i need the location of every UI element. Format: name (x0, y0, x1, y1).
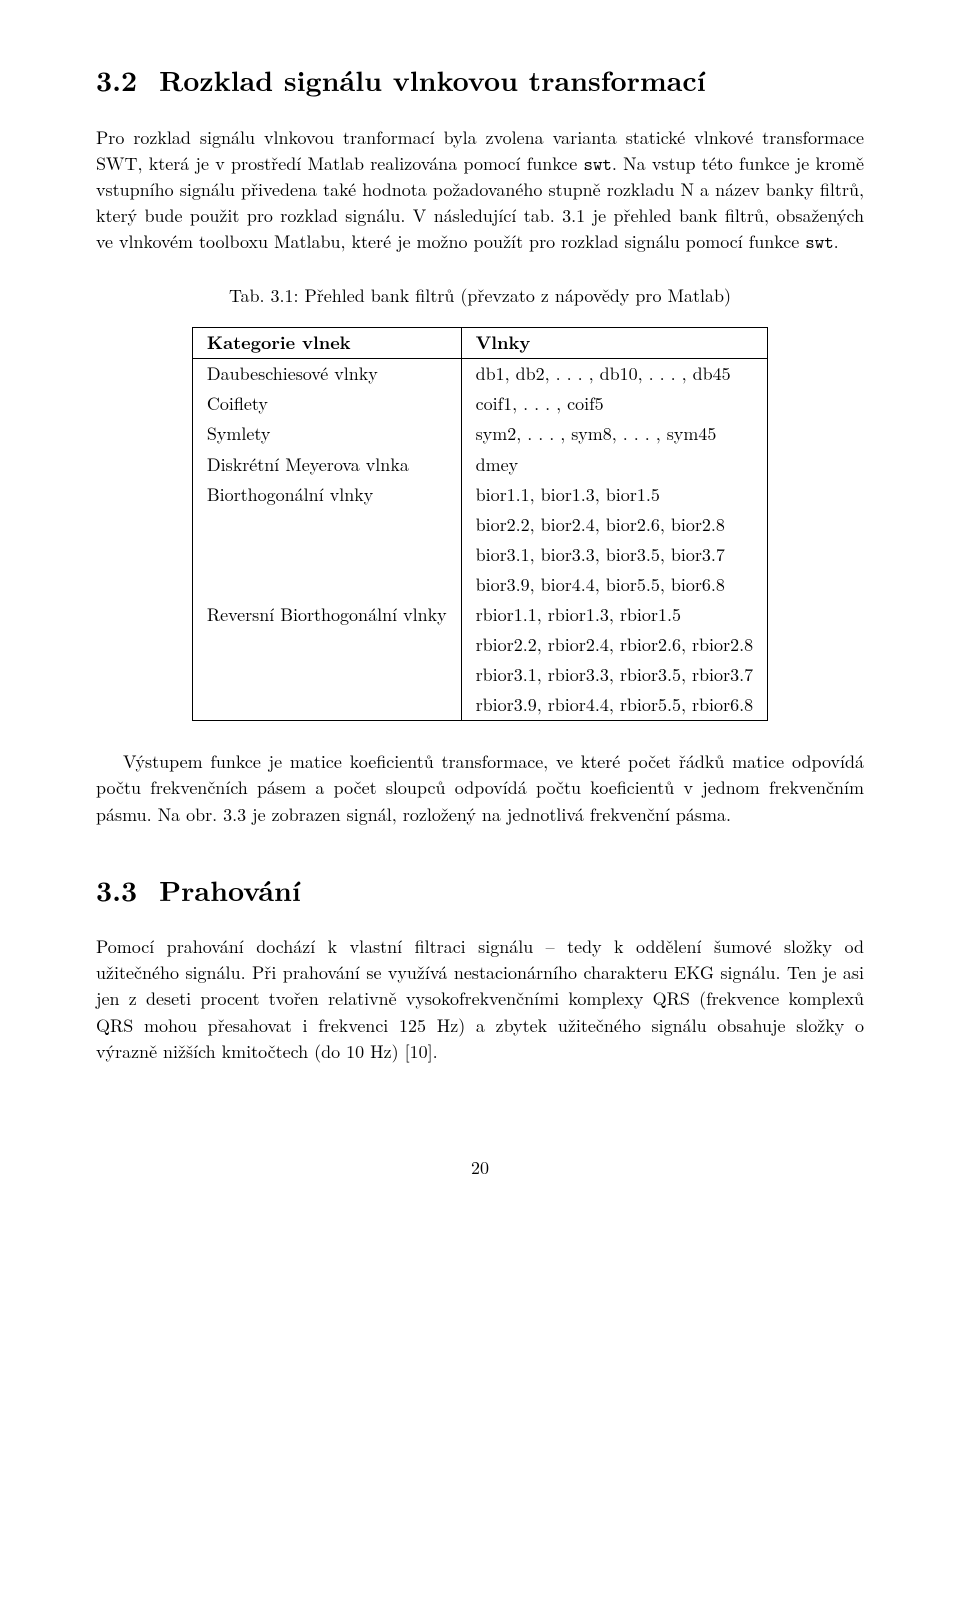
table-header-cell: Kategorie vlnek (192, 328, 461, 359)
section-3-2-paragraph: Pro rozklad signálu vlnkovou tranformací… (96, 125, 864, 255)
para-text: . (834, 229, 839, 254)
table-row: bior2.2, bior2.4, bior2.6, bior2.8 (192, 510, 767, 540)
table-row: rbior3.9, rbior4.4, rbior5.5, rbior6.8 (192, 690, 767, 721)
section-heading-3-2: 3.2 Rozklad signálu vlnkovou transformací (96, 60, 864, 101)
table-row: Coifletycoif1, . . . , coif5 (192, 389, 767, 419)
table-row: Symletysym2, . . . , sym8, . . . , sym45 (192, 419, 767, 449)
table-header-cell: Vlnky (461, 328, 768, 359)
table-row: bior3.9, bior4.4, bior5.5, bior6.8 (192, 570, 767, 600)
code-swt: swt (584, 152, 612, 176)
table-header-row: Kategorie vlnek Vlnky (192, 328, 767, 359)
code-swt: swt (805, 230, 833, 254)
table-row: Daubeschiesové vlnkydb1, db2, . . . , db… (192, 359, 767, 390)
table-row: rbior2.2, rbior2.4, rbior2.6, rbior2.8 (192, 630, 767, 660)
table-caption: Tab. 3.1: Přehled bank filtrů (převzato … (96, 283, 864, 309)
table-row: Reversní Biorthogonální vlnkyrbior1.1, r… (192, 600, 767, 630)
table-row: Diskrétní Meyerova vlnkadmey (192, 450, 767, 480)
section-title: Rozklad signálu vlnkovou transformací (159, 60, 706, 100)
section-3-2-paragraph-2: Výstupem funkce je matice koeficientů tr… (96, 749, 864, 827)
filter-bank-table: Kategorie vlnek Vlnky Daubeschiesové vln… (192, 327, 768, 721)
section-number: 3.2 (96, 60, 137, 100)
section-number: 3.3 (96, 870, 137, 910)
table-row: bior3.1, bior3.3, bior3.5, bior3.7 (192, 540, 767, 570)
table-row: rbior3.1, rbior3.3, rbior3.5, rbior3.7 (192, 660, 767, 690)
section-title: Prahování (159, 870, 301, 910)
page-number: 20 (96, 1155, 864, 1181)
table-row: Biorthogonální vlnkybior1.1, bior1.3, bi… (192, 480, 767, 510)
section-heading-3-3: 3.3 Prahování (96, 870, 864, 911)
section-3-3-paragraph: Pomocí prahování dochází k vlastní filtr… (96, 934, 864, 1064)
